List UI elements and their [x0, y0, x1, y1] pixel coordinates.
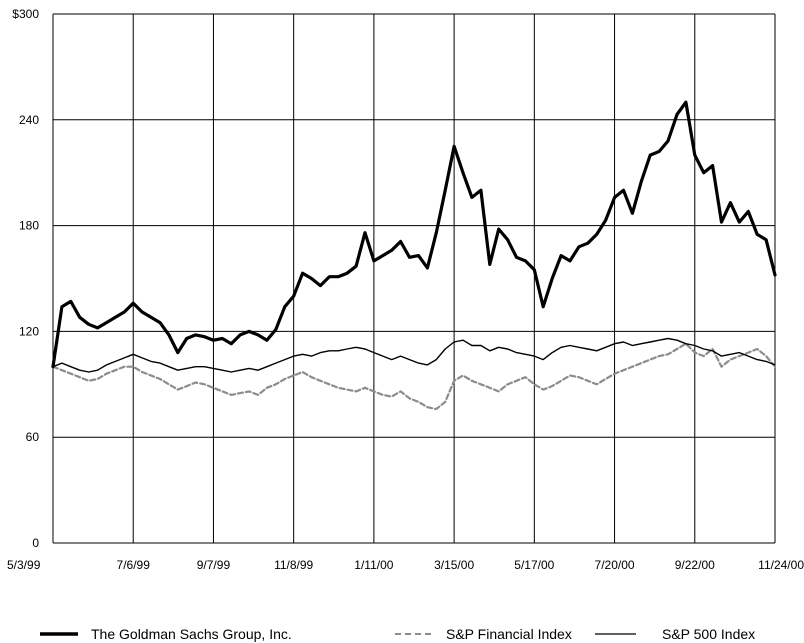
x-axis-ticks: 5/3/99 7/6/99 9/7/99 11/8/99 1/11/00 3/15/00 5… [7, 558, 804, 572]
series-line-goldman [51, 100, 777, 369]
x-tick-label: 7/20/00 [595, 558, 635, 572]
x-tick-label: 11/24/00 [758, 558, 804, 572]
x-tick-label: 9/7/99 [197, 558, 231, 572]
y-axis-ticks: 0 60 120 180 240 $300 [12, 7, 39, 550]
legend-label-sp-500: S&P 500 Index [662, 626, 755, 642]
x-tick-label: 7/6/99 [117, 558, 151, 572]
legend-label-goldman: The Goldman Sachs Group, Inc. [91, 626, 292, 642]
y-tick-label: 60 [26, 430, 40, 444]
x-tick-label: 3/15/00 [434, 558, 474, 572]
legend-label-sp-financial: S&P Financial Index [446, 626, 572, 642]
chart-grid [52, 13, 776, 544]
x-tick-label: 5/3/99 [7, 558, 41, 572]
y-tick-label: 0 [32, 536, 39, 550]
x-tick-label: 5/17/00 [514, 558, 554, 572]
y-tick-label: 120 [19, 324, 39, 338]
x-tick-label: 1/11/00 [354, 558, 393, 572]
x-tick-label: 11/8/99 [274, 558, 313, 572]
series-line-sp-500 [52, 337, 776, 373]
y-tick-label: 180 [19, 219, 39, 233]
y-tick-label: 240 [19, 113, 39, 127]
x-tick-label: 9/22/00 [675, 558, 715, 572]
chart-legend: The Goldman Sachs Group, Inc. S&P Financ… [40, 626, 755, 642]
series-line-sp-financial [51, 342, 777, 411]
y-tick-label: $300 [12, 7, 39, 21]
series-lines [51, 100, 777, 411]
